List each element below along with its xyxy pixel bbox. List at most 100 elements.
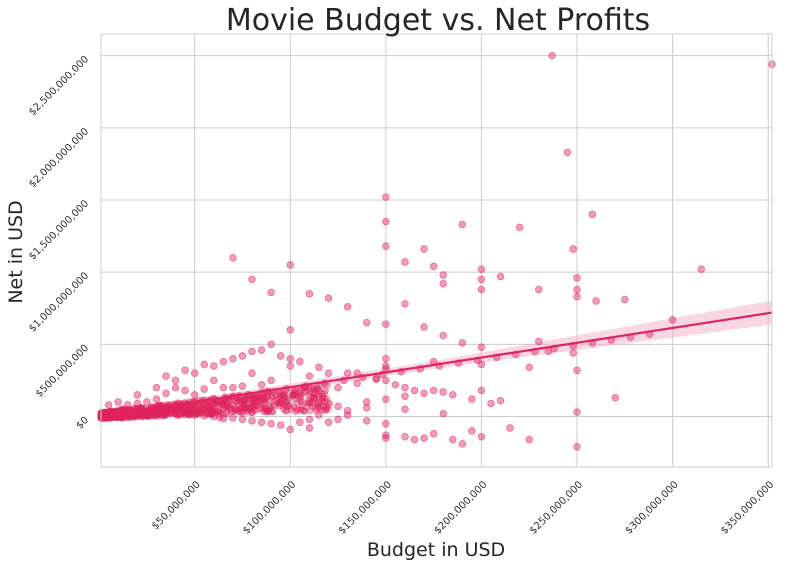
data-point [298, 398, 306, 406]
data-point [124, 413, 132, 421]
data-point [257, 395, 266, 403]
data-point [382, 419, 390, 428]
data-point [124, 401, 132, 409]
data-point [477, 275, 486, 284]
grid-lines [101, 34, 772, 467]
data-point [206, 404, 214, 412]
data-point [143, 411, 151, 419]
trend-line [100, 311, 773, 418]
data-point [401, 258, 409, 266]
data-point [448, 391, 457, 399]
y-tick-label: $2,000,000,000 [27, 126, 91, 190]
data-point [382, 193, 390, 201]
data-point [429, 430, 438, 438]
data-point [315, 398, 323, 406]
data-point [162, 409, 170, 417]
data-point [229, 383, 237, 392]
data-point [286, 261, 295, 269]
data-point [185, 410, 193, 418]
data-point [382, 242, 390, 250]
data-point [238, 352, 247, 360]
x-tick-labels: $50,000,000 $100,000,000 $150,000,000 $200,… [150, 479, 776, 536]
y-tick-label: $2,500,000,000 [27, 54, 91, 118]
data-point [305, 399, 313, 407]
data-point [324, 294, 333, 302]
data-point [238, 382, 247, 390]
data-point [296, 418, 304, 427]
data-point [276, 421, 285, 429]
data-point [171, 383, 180, 392]
data-point [162, 389, 170, 398]
data-point [573, 285, 581, 294]
data-point [118, 405, 126, 414]
data-point [611, 393, 619, 402]
data-point [548, 51, 556, 60]
data-point [148, 409, 157, 418]
data-point [267, 419, 275, 428]
data-point [171, 409, 180, 418]
data-point [229, 253, 237, 262]
data-point [382, 431, 390, 439]
data-point [219, 383, 228, 392]
data-point [324, 418, 333, 427]
data-point [401, 392, 409, 401]
data-point [439, 388, 447, 396]
data-point [229, 414, 237, 422]
data-point [343, 369, 352, 377]
data-point [181, 386, 189, 395]
data-point [202, 401, 210, 409]
y-tick-label: $0 [74, 415, 91, 432]
data-point [401, 300, 409, 308]
data-point [238, 415, 247, 424]
data-point [343, 411, 352, 419]
data-point [215, 413, 224, 421]
data-point [372, 375, 381, 383]
x-tick-label: $300,000,000 [623, 479, 680, 536]
data-point [276, 392, 285, 401]
x-tick-label: $200,000,000 [432, 479, 489, 536]
data-point [535, 337, 543, 346]
data-point [315, 363, 323, 372]
data-point [210, 376, 218, 385]
data-point [382, 376, 390, 385]
data-point [353, 379, 361, 388]
data-point [334, 415, 342, 424]
data-point [315, 411, 323, 419]
data-point [286, 355, 295, 363]
data-point [296, 389, 304, 398]
data-point [525, 363, 533, 372]
data-point [248, 417, 256, 425]
data-point [362, 417, 371, 425]
data-point [458, 339, 467, 347]
x-axis-label: Budget in USD [367, 539, 505, 561]
data-point [324, 399, 332, 407]
data-point [477, 343, 486, 351]
data-point [324, 369, 333, 377]
data-point [382, 320, 390, 328]
data-point [439, 279, 447, 288]
data-point [315, 386, 323, 395]
data-point [420, 389, 428, 398]
data-point [200, 412, 208, 420]
data-point [458, 440, 467, 448]
data-point [525, 435, 533, 444]
data-point [477, 285, 486, 294]
data-point [429, 386, 438, 395]
data-point [362, 404, 371, 412]
data-point [263, 407, 271, 415]
data-point [305, 372, 314, 380]
data-point [152, 395, 161, 403]
data-point [496, 396, 505, 405]
y-tick-labels: $0 $500,000,000 $1,000,000,000 $1,500,000,0… [27, 54, 91, 432]
data-point [114, 398, 122, 406]
data-point [573, 366, 581, 375]
plot-frame [100, 33, 773, 468]
data-point [257, 346, 266, 354]
data-point [382, 355, 390, 363]
data-point [283, 407, 291, 415]
data-point [267, 288, 275, 297]
data-point [200, 385, 208, 393]
data-point [573, 292, 581, 301]
data-point [401, 432, 409, 441]
data-point [261, 408, 269, 416]
